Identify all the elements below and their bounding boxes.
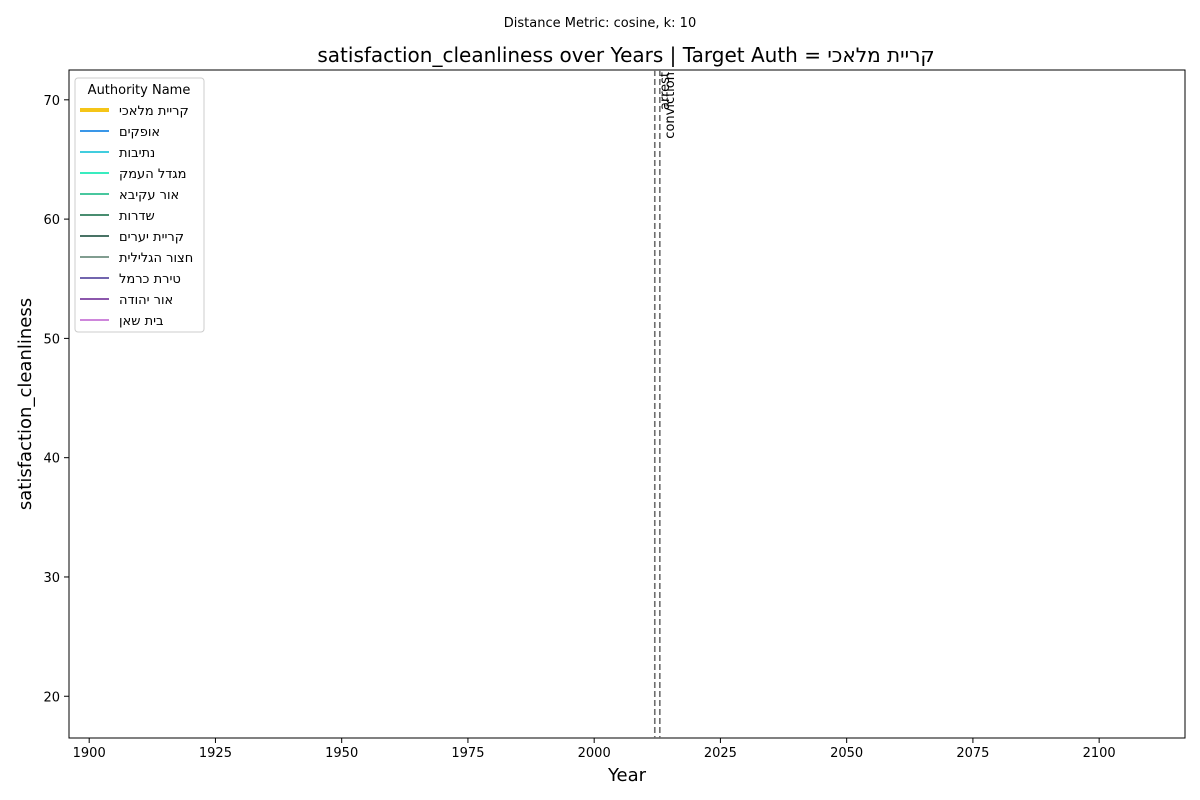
x-tick-label: 2050 (830, 746, 863, 761)
legend-entry: נתיבות (119, 146, 155, 161)
x-axis-label: Year (607, 765, 647, 786)
plot-area (68, 69, 1186, 739)
legend-entry: אור עקיבא (119, 188, 179, 203)
legend-title: Authority Name (88, 83, 191, 98)
y-tick-label: 50 (43, 332, 60, 347)
event-label-arrest: arrest (658, 72, 673, 110)
chart-suptitle: Distance Metric: cosine, k: 10 (504, 16, 696, 31)
y-axis-ticks: 20 30 40 50 60 70 (43, 94, 69, 705)
y-tick-label: 20 (43, 690, 60, 705)
x-tick-label: 2000 (578, 746, 611, 761)
x-tick-label: 2025 (704, 746, 737, 761)
x-tick-label: 2100 (1083, 746, 1116, 761)
y-tick-label: 70 (43, 94, 60, 109)
x-tick-label: 1925 (199, 746, 232, 761)
legend-box (74, 77, 205, 333)
x-tick-label: 2075 (956, 746, 989, 761)
legend-entry: שדרות (119, 209, 155, 224)
legend-items: קריית מלאכי אופקים נתיבות מגדל העמק אור עקיב… (80, 104, 193, 329)
x-tick-label: 1900 (73, 746, 106, 761)
legend-entry: בית שאן (119, 314, 164, 329)
y-axis-label: satisfaction_cleanliness (15, 298, 36, 510)
y-tick-label: 60 (43, 213, 60, 228)
y-tick-label: 30 (43, 571, 60, 586)
x-tick-label: 1950 (325, 746, 358, 761)
y-tick-label: 40 (43, 452, 60, 467)
x-axis-ticks: 1900 1925 1950 1975 2000 2025 2050 2075 2100 (73, 738, 1116, 761)
legend: Authority Name קריית מלאכי אופקים נתיבות מג… (74, 77, 205, 333)
legend-entry: טירת כרמל (119, 272, 181, 287)
x-tick-label: 1975 (451, 746, 484, 761)
event-label-conviction: conviction (663, 72, 678, 139)
legend-entry: קריית מלאכי (119, 104, 189, 119)
legend-entry: חצור הגלילית (119, 251, 193, 266)
legend-entry: אור יהודה (119, 293, 173, 308)
chart-title: satisfaction_cleanliness over Years | Ta… (317, 43, 934, 67)
legend-entry: אופקים (119, 125, 160, 140)
legend-entry: מגדל העמק (119, 167, 187, 182)
legend-entry: קריית יערים (119, 230, 184, 245)
